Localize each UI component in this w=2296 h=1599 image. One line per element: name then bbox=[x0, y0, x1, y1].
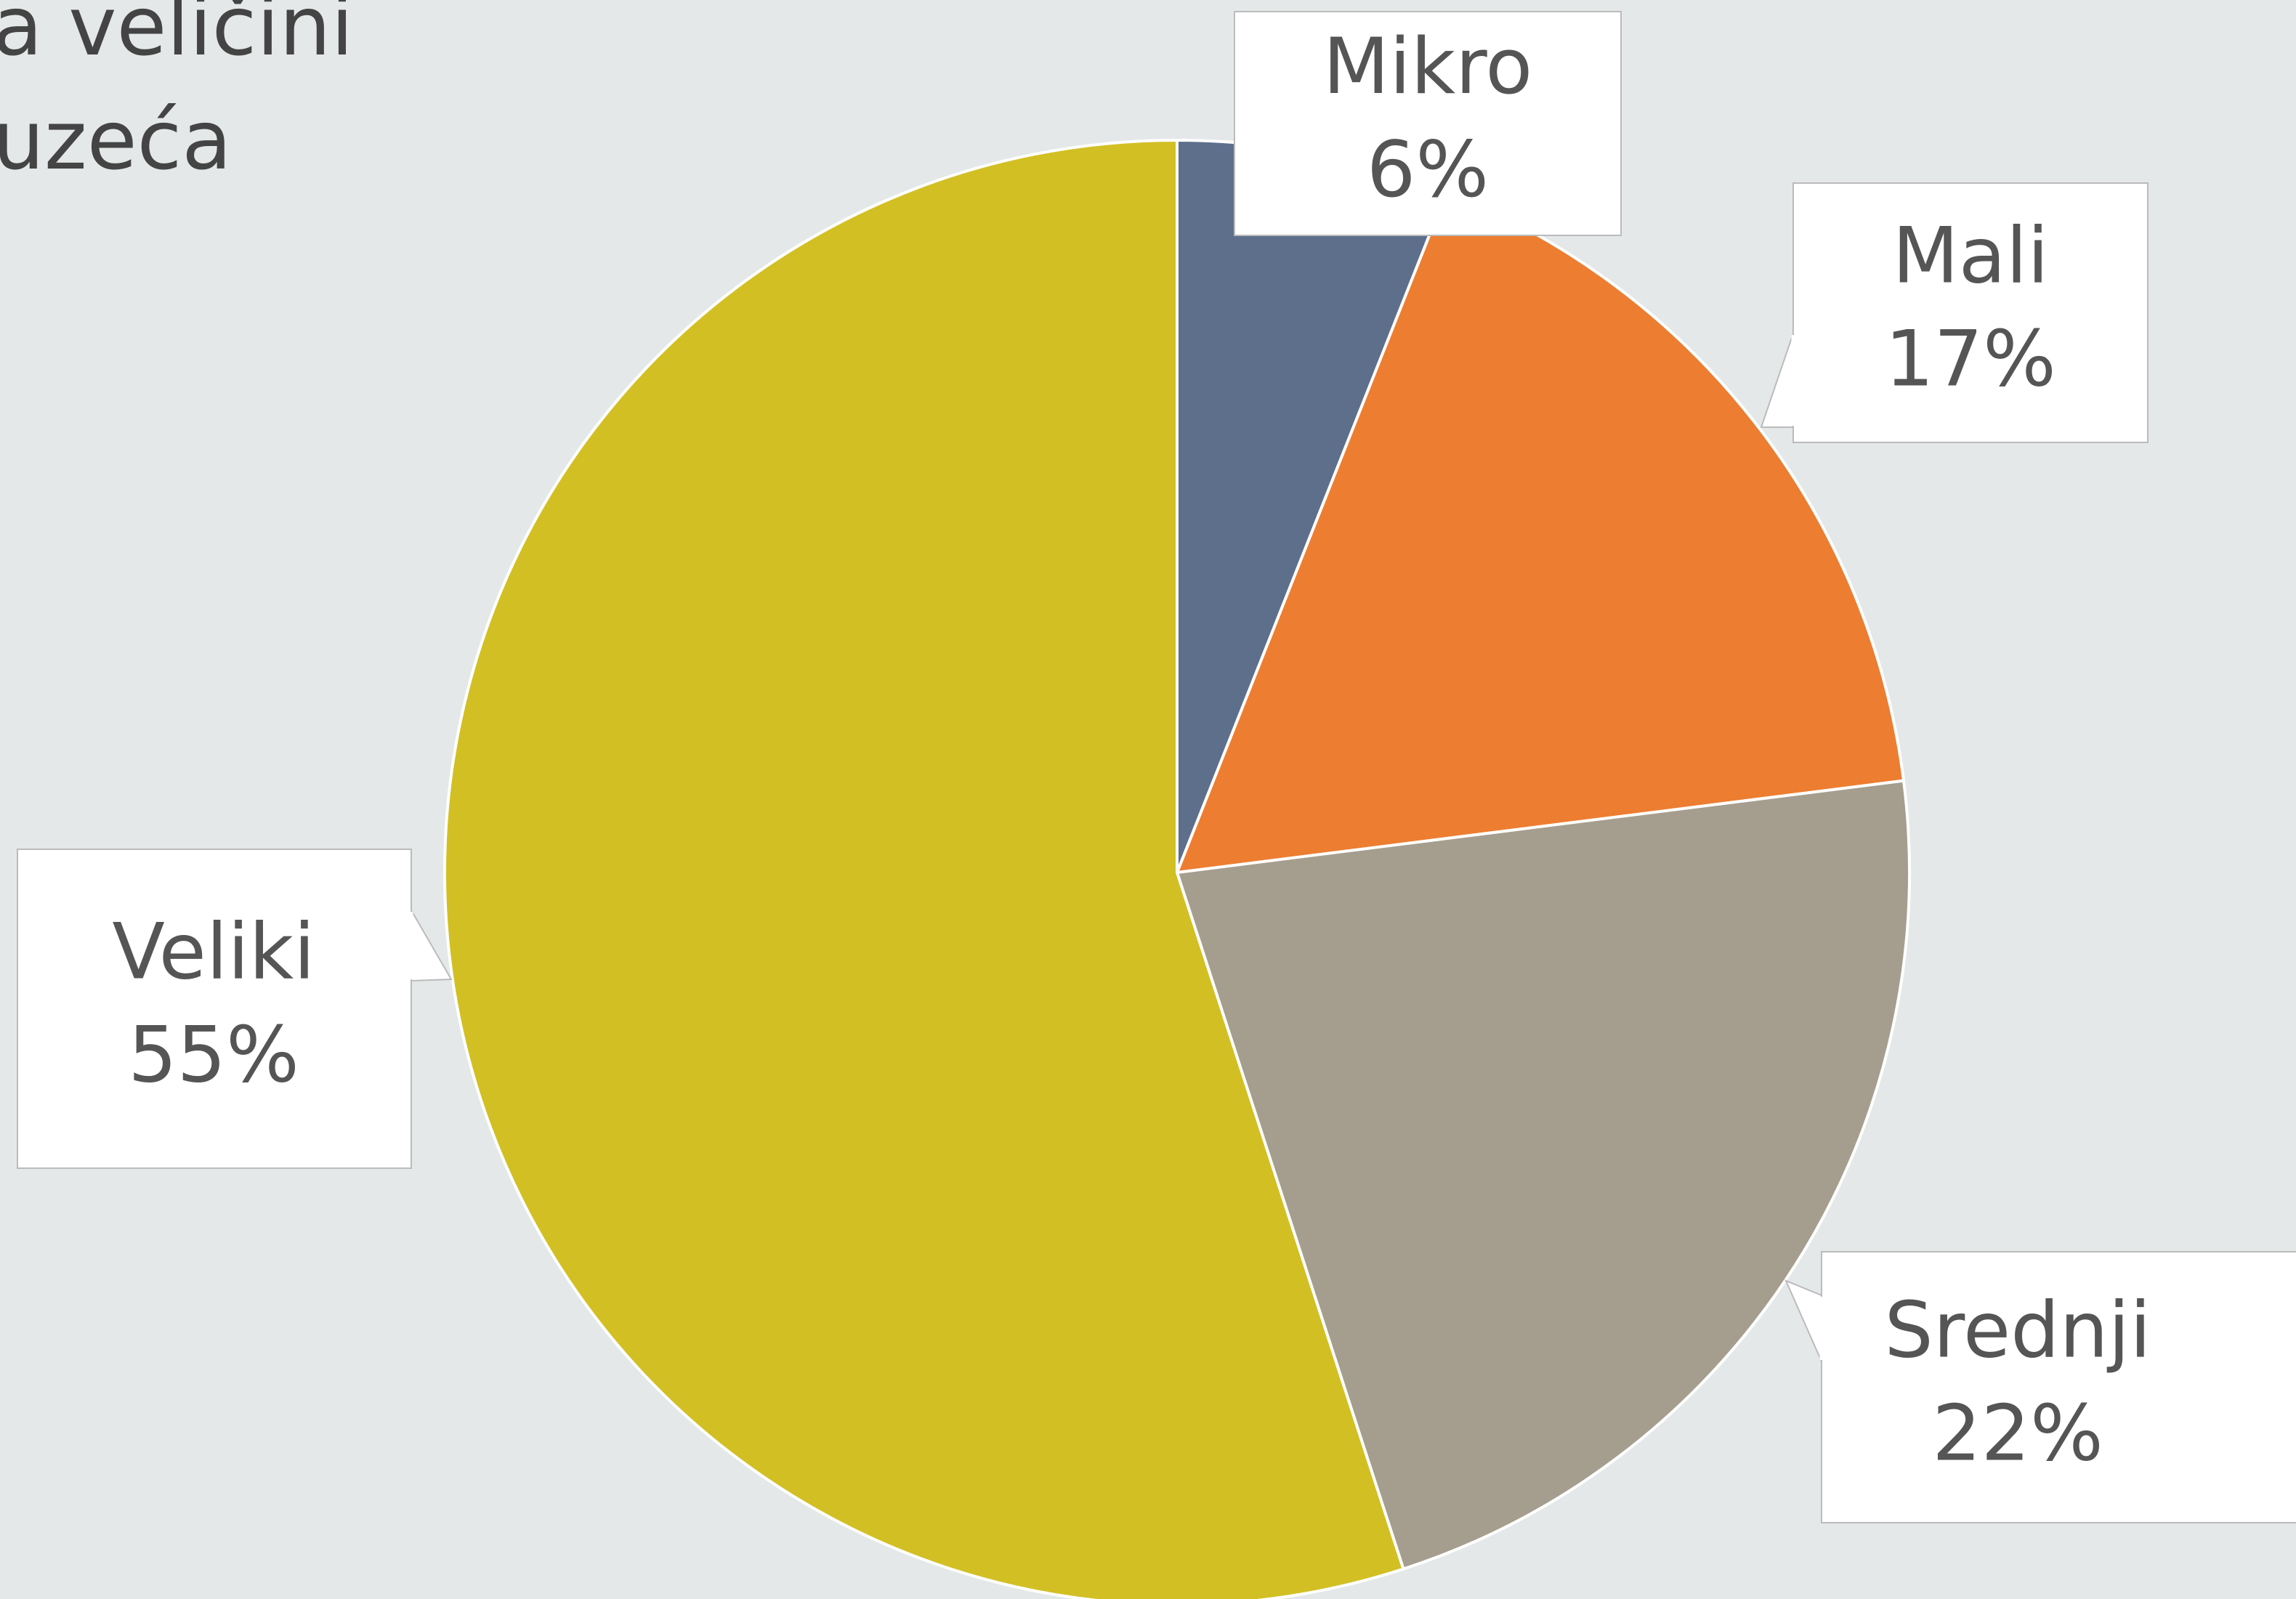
pie-slice bbox=[1174, 190, 1906, 875]
data-label-box bbox=[1792, 182, 2149, 443]
data-label-box bbox=[17, 849, 412, 1169]
legend-label: Veliki bbox=[112, 907, 315, 996]
legend-label: Srednji bbox=[1884, 1285, 2151, 1375]
data-label-box bbox=[1234, 11, 1622, 236]
pie-slice bbox=[1175, 779, 1911, 1571]
chart-title: a veličini bbox=[0, 0, 353, 74]
chart-title: uzeća bbox=[0, 94, 232, 188]
legend-label: Mali bbox=[1892, 211, 2048, 300]
data-label: 6% bbox=[1367, 125, 1489, 214]
data-label: 22% bbox=[1932, 1388, 2103, 1478]
pie-slice bbox=[443, 138, 1406, 1599]
legend-label: Mikro bbox=[1323, 22, 1532, 111]
data-label-box bbox=[1821, 1251, 2296, 1523]
data-label: 17% bbox=[1885, 314, 2056, 403]
data-label: 55% bbox=[128, 1010, 299, 1099]
